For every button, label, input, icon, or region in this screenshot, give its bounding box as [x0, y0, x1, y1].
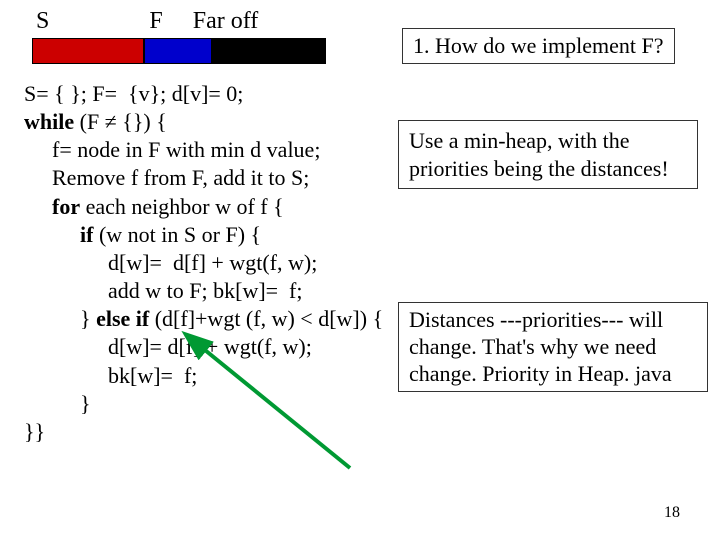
code-line-6: if (w not in S or F) {: [24, 221, 383, 249]
question-text: 1. How do we implement F?: [413, 33, 664, 58]
bar-s: [32, 38, 144, 64]
code-line-8: add w to F; bk[w]= f;: [24, 277, 383, 305]
page-number: 18: [664, 504, 680, 522]
code-line-10: d[w]= d[f] + wgt(f, w);: [24, 333, 383, 361]
region-bar: [32, 38, 326, 64]
code-line-1: S= { }; F= {v}; d[v]= 0;: [24, 80, 383, 108]
distances-box: Distances ---priorities--- will change. …: [398, 302, 708, 392]
label-far: Far off: [193, 8, 259, 35]
question-box: 1. How do we implement F?: [402, 28, 675, 64]
bar-f: [144, 38, 212, 64]
code-line-11: bk[w]= f;: [24, 362, 383, 390]
code-line-13: }}: [24, 418, 383, 446]
bar-far: [212, 38, 326, 64]
dist-line1: Distances ---priorities--- will: [409, 307, 697, 334]
dist-line3: change. Priority in Heap. java: [409, 361, 697, 388]
code-line-7: d[w]= d[f] + wgt(f, w);: [24, 249, 383, 277]
code-line-12: }: [24, 390, 383, 418]
answer-box: Use a min-heap, with the priorities bein…: [398, 120, 698, 189]
label-s: S: [36, 8, 49, 35]
pseudocode: S= { }; F= {v}; d[v]= 0; while (F ≠ {}) …: [24, 80, 383, 446]
label-f: F: [149, 8, 162, 35]
answer-line2: priorities being the distances!: [409, 155, 687, 183]
code-line-3: f= node in F with min d value;: [24, 136, 383, 164]
code-line-2: while (F ≠ {}) {: [24, 108, 383, 136]
region-labels: S F Far off: [32, 8, 258, 35]
code-line-5: for each neighbor w of f {: [24, 193, 383, 221]
dist-line2: change. That's why we need: [409, 334, 697, 361]
answer-line1: Use a min-heap, with the: [409, 127, 687, 155]
code-line-4: Remove f from F, add it to S;: [24, 164, 383, 192]
code-line-9: } else if (d[f]+wgt (f, w) < d[w]) {: [24, 305, 383, 333]
